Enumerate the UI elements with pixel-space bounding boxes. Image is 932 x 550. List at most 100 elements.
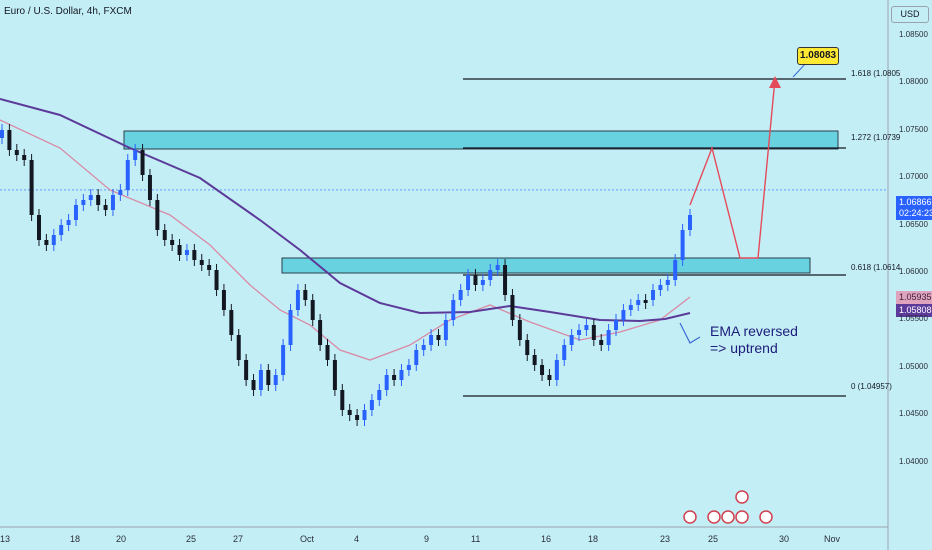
currency-button[interactable]: USD: [891, 6, 929, 23]
time-tick-label: Nov: [824, 534, 841, 544]
candle-body: [525, 340, 530, 355]
candle-body: [414, 350, 419, 365]
candle-body: [517, 320, 522, 340]
candle-body: [488, 270, 493, 280]
candle-body: [421, 345, 426, 350]
candle-body: [606, 330, 611, 345]
price-tick-label: 1.08500: [899, 30, 928, 39]
note-arrow: [679, 322, 701, 344]
candle-body: [14, 150, 19, 155]
candle-body: [399, 370, 404, 380]
candle-body: [73, 205, 78, 220]
event-flag-icon: [759, 510, 773, 524]
candle-body: [288, 310, 293, 345]
candle-body: [665, 280, 670, 285]
candle-body: [392, 375, 397, 380]
candle-body: [532, 355, 537, 365]
candle-body: [362, 410, 367, 420]
candle-body: [177, 245, 182, 255]
price-tick-label: 1.04500: [899, 409, 928, 419]
fib-1272-label: 1.272 (1.0739⁠: [851, 133, 901, 142]
candle-body: [303, 290, 308, 300]
candle-body: [347, 410, 352, 415]
candle-body: [369, 400, 374, 410]
candle-body: [0, 130, 4, 138]
candle-body: [244, 360, 249, 380]
candle-body: [577, 330, 582, 335]
time-tick-label: 18: [588, 534, 599, 544]
chart-title: Euro / U.S. Dollar, 4h, FXCM: [4, 6, 132, 17]
candle-body: [451, 300, 456, 320]
time-tick-label: 9: [424, 534, 430, 544]
candle-body: [66, 220, 71, 225]
candle-body: [332, 360, 337, 390]
candle-body: [170, 240, 175, 245]
candle-body: [658, 285, 663, 290]
ema-fast-line: [0, 119, 691, 361]
candle-body: [436, 335, 441, 340]
candle-body: [51, 235, 56, 245]
price-tick-label: 1.08000: [899, 77, 928, 87]
time-tick-label: 13: [0, 534, 11, 544]
candle-body: [643, 300, 648, 303]
candle-body: [125, 160, 130, 190]
price-tick-label: 1.04000: [899, 456, 928, 466]
candle-body: [599, 340, 604, 345]
time-tick-label: 18: [70, 534, 81, 544]
candle-body: [258, 370, 263, 390]
fib-0-label: 0 (1.04957): [851, 382, 892, 391]
candle-body: [614, 320, 619, 330]
candle-body: [680, 230, 685, 260]
candle-body: [36, 215, 41, 240]
price-tick-label: 1.06000: [899, 267, 928, 276]
fib-0618-label: 0.618 (1.0614⁠: [851, 263, 901, 272]
candle-body: [355, 415, 360, 420]
fib-1618-label: 1.618 (1.0805⁠: [851, 69, 901, 78]
candle-body: [192, 250, 197, 260]
candle-body: [466, 275, 471, 290]
event-flag-icon: [735, 510, 749, 524]
countdown-timer: 02:24:23: [899, 208, 932, 218]
candle-body: [384, 375, 389, 390]
candle-body: [207, 265, 212, 270]
candle-body: [103, 205, 108, 210]
candle-body: [673, 260, 678, 280]
price-tick-label: 1.06500: [899, 219, 928, 229]
time-tick-label: 4: [354, 534, 360, 544]
candle-body: [429, 335, 434, 345]
event-flag-icon: [683, 510, 697, 524]
event-flag-icon: [735, 490, 749, 504]
candle-body: [251, 380, 256, 390]
candle-body: [406, 365, 411, 370]
candle-body: [266, 370, 271, 385]
time-tick-label: 23: [660, 534, 671, 544]
candle-body: [443, 320, 448, 340]
candle-body: [688, 215, 692, 230]
price-tick-label: 1.07000: [899, 172, 928, 182]
candle-body: [110, 195, 115, 210]
ema-slow-line: [0, 98, 691, 323]
candle-body: [44, 240, 49, 245]
time-tick-label: 20: [116, 534, 127, 544]
candle-body: [540, 365, 545, 375]
ema-note: EMA reversed => uptrend: [710, 323, 798, 356]
time-tick-label: 25: [186, 534, 197, 544]
candle-body: [59, 225, 64, 235]
candle-body: [495, 265, 500, 270]
candle-body: [214, 270, 219, 290]
candle-body: [184, 250, 189, 255]
last-price-value: 1.06866: [899, 197, 932, 207]
candle-body: [81, 200, 86, 205]
candle-body: [318, 320, 323, 345]
last-price-tag: 1.06866 02:24:23: [896, 196, 932, 220]
time-tick-label: 11: [471, 534, 481, 544]
time-tick-label: 30: [779, 534, 790, 544]
candle-body: [473, 275, 478, 285]
candle-body: [236, 335, 241, 360]
candle-body: [7, 130, 12, 150]
time-tick-label: Oct: [300, 534, 315, 544]
candle-body: [133, 150, 138, 160]
candle-body: [547, 375, 552, 380]
